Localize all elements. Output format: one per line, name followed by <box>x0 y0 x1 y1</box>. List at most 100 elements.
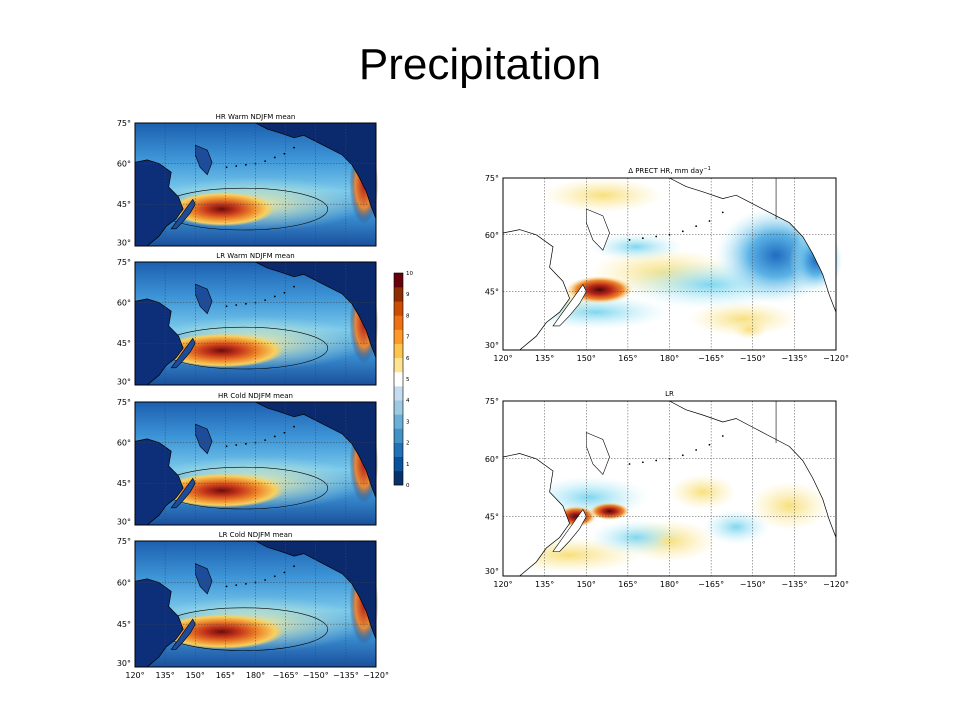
mean-panel-4: LR Cold NDJFM mean 75° 60° 45° 30° 120° 135° 15… <box>117 531 389 680</box>
colorbar-tick-label: 9 <box>406 292 410 298</box>
lon-tick-label: −165° <box>698 354 724 363</box>
island-dot <box>695 225 698 228</box>
north-america-land <box>255 401 377 499</box>
japan-land <box>170 198 196 230</box>
island-dot <box>681 454 684 457</box>
mean-panel-2: LR Warm NDJFM mean 75° 60° 45° 30° <box>117 252 379 386</box>
lat-tick-label: 30° <box>117 659 131 668</box>
lon-tick-label: −120° <box>823 580 849 589</box>
colorbar-segment <box>394 371 403 387</box>
island-dot <box>273 156 276 159</box>
mean-panel-1: HR Warm NDJFM mean 75° 60° 45° 30° <box>117 113 379 247</box>
anomaly-patch <box>669 474 737 510</box>
island-dot <box>641 237 644 240</box>
island-dot <box>293 565 295 568</box>
colorbar-segment <box>394 414 403 429</box>
mean-panel-3: HR Cold NDJFM mean 75° 60° 45° 30° <box>117 392 379 526</box>
japan-land <box>170 618 196 650</box>
colorbar-segment <box>394 386 403 401</box>
lat-tick-label: 30° <box>117 238 131 247</box>
island-dot <box>244 442 247 445</box>
colorbar-segment <box>394 329 403 344</box>
island-dot <box>235 584 238 586</box>
island-dot <box>283 431 286 434</box>
lon-tick-label: 135° <box>155 671 174 680</box>
panel-frame <box>502 400 837 577</box>
colorbar-tick-label: 0 <box>406 483 410 489</box>
colorbar-tick-label: 3 <box>406 419 410 425</box>
lat-tick-label: 30° <box>485 341 499 350</box>
kamchatka-land <box>195 144 213 176</box>
lat-tick-label: 60° <box>117 160 131 169</box>
lon-tick-label: 180° <box>660 354 679 363</box>
island-dot <box>244 163 247 166</box>
lon-tick-label: −150° <box>303 671 329 680</box>
island-dot <box>681 230 684 233</box>
island-dot <box>264 299 267 302</box>
north-america-land <box>255 261 377 359</box>
japan-land <box>552 508 587 552</box>
panel-title: LR Warm NDJFM mean <box>216 252 294 260</box>
island-dot <box>273 435 276 438</box>
lon-tick-label: −165° <box>698 580 724 589</box>
colorbar-segment <box>394 470 403 486</box>
lon-tick-label: 135° <box>535 580 554 589</box>
island-dot <box>293 425 295 428</box>
island-dot <box>293 146 295 149</box>
island-dot <box>235 304 238 306</box>
colorbar-tick-label: 7 <box>406 335 410 341</box>
lat-tick-label: 75° <box>117 398 131 407</box>
anomaly-patch <box>689 301 797 337</box>
difference-panel-1: Δ PRECT HR, mm day−1 75° 60° 45° 30° 120° 135°… <box>485 166 849 363</box>
island-dot <box>283 571 286 574</box>
anomaly-patch <box>589 233 683 261</box>
island-dot <box>721 211 724 214</box>
island-dot <box>655 459 658 462</box>
north-america-land <box>255 122 377 220</box>
anomaly-patch <box>589 520 683 555</box>
island-dot <box>708 220 711 222</box>
island-dot <box>244 582 247 585</box>
lon-tick-label: −120° <box>363 671 389 680</box>
lat-tick-label: 75° <box>485 397 499 406</box>
island-dot <box>225 585 228 588</box>
lat-tick-label: 60° <box>485 455 499 464</box>
panel-frame <box>134 401 377 526</box>
kamchatka-land <box>195 423 213 455</box>
lon-tick-label: 120° <box>493 354 512 363</box>
island-dot <box>235 444 238 446</box>
colorbar-segment <box>394 287 403 302</box>
colorbar-tick-label: 4 <box>406 398 410 404</box>
lat-tick-label: 45° <box>485 288 499 297</box>
lon-tick-label: −135° <box>333 671 359 680</box>
colorbar-segment <box>394 456 403 472</box>
panel-title: HR Cold NDJFM mean <box>218 392 293 400</box>
anomaly-patch <box>732 319 767 340</box>
lon-tick-label: −165° <box>273 671 299 680</box>
lon-tick-label: 120° <box>125 671 144 680</box>
island-dot <box>264 160 267 163</box>
panel-title: LR <box>665 390 674 398</box>
colorbar-tick-label: 6 <box>406 356 410 362</box>
lat-tick-label: 45° <box>117 620 131 629</box>
unit-superscript: −1 <box>703 166 710 172</box>
lat-tick-label: 60° <box>117 299 131 308</box>
island-dot <box>264 439 267 442</box>
lon-tick-label: 150° <box>577 354 596 363</box>
lat-tick-label: 75° <box>117 119 131 128</box>
lon-tick-label: 165° <box>216 671 235 680</box>
lon-tick-label: 135° <box>535 354 554 363</box>
slide-title: Precipitation <box>358 40 602 89</box>
lon-tick-label: −150° <box>740 354 766 363</box>
colorbar-tick-label: 2 <box>406 441 410 447</box>
colorbar-tick-label: 5 <box>406 377 410 383</box>
japan-land <box>170 477 196 509</box>
island-dot <box>721 435 724 437</box>
japan-land <box>170 337 196 369</box>
anomaly-patch <box>542 178 663 213</box>
island-dot <box>225 305 228 308</box>
lon-tick-label: 150° <box>186 671 205 680</box>
colorbar-segment <box>394 442 403 458</box>
anomaly-patch <box>749 481 830 531</box>
